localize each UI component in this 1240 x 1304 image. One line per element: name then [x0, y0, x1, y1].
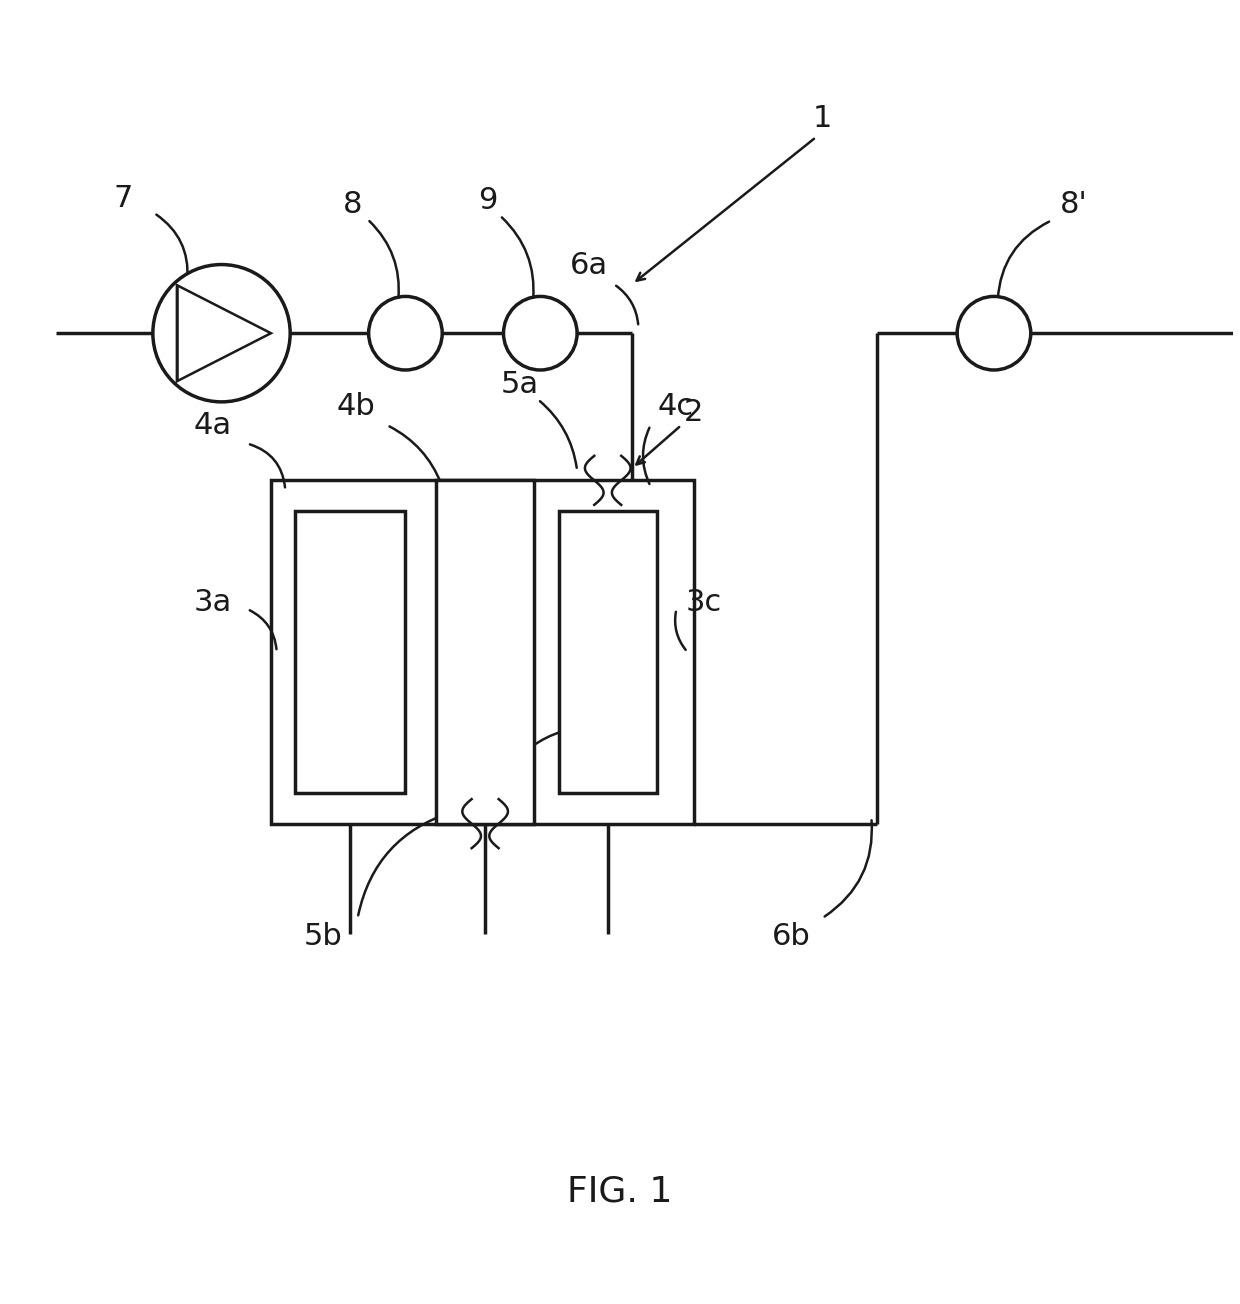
Text: 3b: 3b — [606, 724, 646, 752]
Text: 5a: 5a — [501, 370, 538, 399]
Text: 3a: 3a — [193, 588, 232, 618]
Text: 4a: 4a — [193, 411, 232, 439]
Text: 4b: 4b — [337, 393, 376, 421]
Bar — [295, 511, 405, 793]
Bar — [270, 480, 693, 824]
Circle shape — [957, 296, 1030, 370]
Circle shape — [368, 296, 443, 370]
Polygon shape — [177, 286, 272, 381]
Text: 4c: 4c — [657, 393, 693, 421]
Text: 2: 2 — [684, 399, 703, 428]
Text: 6b: 6b — [773, 922, 811, 951]
Text: 8: 8 — [343, 190, 362, 219]
Text: 1: 1 — [812, 104, 832, 133]
Text: 6a: 6a — [570, 252, 609, 280]
Bar — [559, 511, 657, 793]
Text: 7: 7 — [114, 184, 133, 213]
Circle shape — [153, 265, 290, 402]
Text: 5b: 5b — [304, 922, 342, 951]
Bar — [436, 480, 534, 824]
Text: 3c: 3c — [686, 588, 722, 618]
Text: FIG. 1: FIG. 1 — [568, 1175, 672, 1209]
Circle shape — [503, 296, 577, 370]
Text: 9: 9 — [477, 186, 497, 215]
Text: 8': 8' — [1060, 190, 1087, 219]
